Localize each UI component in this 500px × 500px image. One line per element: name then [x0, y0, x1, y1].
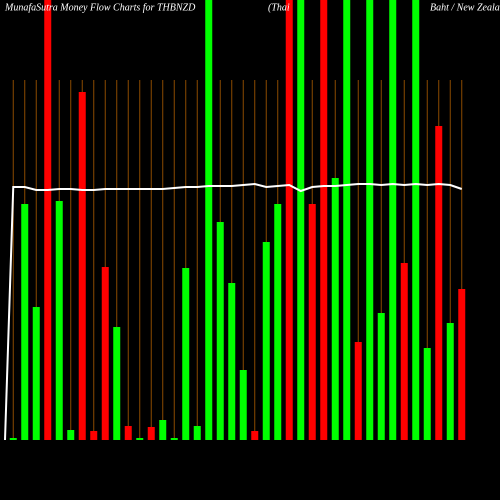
- bar: [239, 370, 247, 440]
- bar: [182, 268, 190, 440]
- bar: [170, 438, 178, 440]
- bar: [389, 0, 397, 440]
- bar: [446, 323, 454, 440]
- bar: [32, 307, 40, 440]
- bar: [423, 348, 431, 440]
- bar: [285, 0, 293, 440]
- chart-subtitle: (Thai: [268, 2, 290, 13]
- bar: [458, 289, 466, 440]
- bar: [193, 426, 201, 440]
- bars: [9, 0, 466, 440]
- bar: [9, 438, 17, 440]
- bar: [205, 0, 213, 440]
- bar: [159, 420, 167, 440]
- bar: [90, 431, 98, 440]
- bar: [124, 426, 132, 440]
- bar: [101, 267, 109, 440]
- chart-title: MunafaSutra Money Flow Charts for THBNZD: [4, 2, 196, 13]
- bar: [354, 342, 362, 440]
- bar: [331, 178, 339, 440]
- bar: [262, 242, 270, 440]
- bar: [147, 427, 155, 440]
- bar: [366, 0, 374, 440]
- line: [4, 182, 463, 441]
- bar: [435, 126, 443, 440]
- bar: [251, 431, 259, 440]
- bar: [400, 263, 408, 440]
- bar: [228, 283, 236, 440]
- bar: [320, 0, 328, 440]
- bar: [67, 430, 75, 440]
- lines: [4, 182, 463, 441]
- bar: [377, 313, 385, 440]
- bar: [136, 438, 144, 440]
- bar: [274, 204, 282, 440]
- bar: [412, 0, 420, 440]
- bar: [308, 204, 316, 440]
- bar: [216, 222, 224, 440]
- chart-subtitle: Baht / New Zealand: [430, 2, 500, 13]
- bar: [113, 327, 121, 440]
- bar: [343, 0, 351, 440]
- bar: [78, 92, 86, 440]
- bar: [55, 201, 63, 440]
- bar: [44, 0, 52, 440]
- bar: [21, 204, 29, 440]
- bar: [297, 0, 305, 440]
